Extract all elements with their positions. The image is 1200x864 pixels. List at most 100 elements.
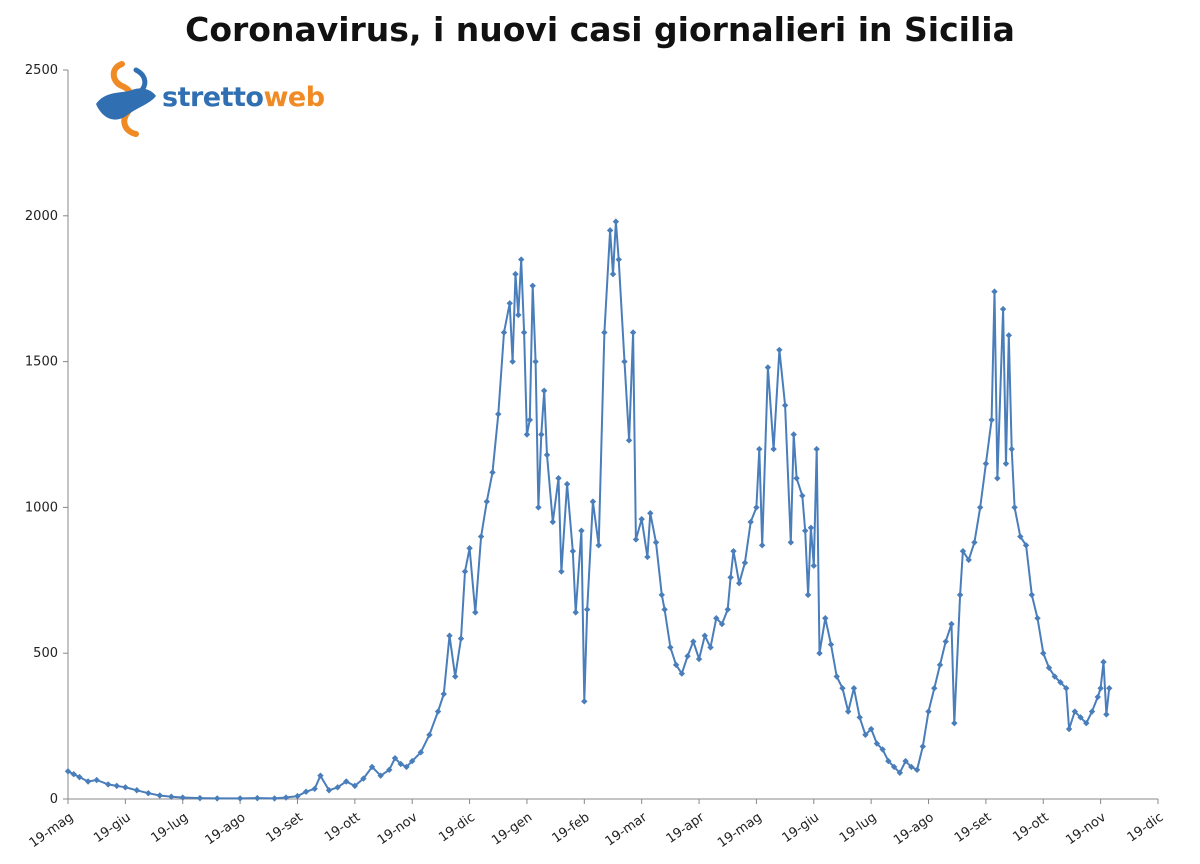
y-tick-label: 1000 xyxy=(25,500,58,515)
data-point xyxy=(113,782,120,790)
data-point xyxy=(971,539,978,546)
data-point xyxy=(555,475,562,482)
data-point xyxy=(867,725,875,733)
data-point xyxy=(730,547,737,555)
y-tick-label: 1500 xyxy=(25,355,58,370)
data-point xyxy=(466,545,473,552)
x-tick-label: 19-lug xyxy=(149,810,191,846)
data-point xyxy=(667,644,674,651)
data-point xyxy=(913,766,921,774)
data-point xyxy=(64,768,72,775)
data-point xyxy=(386,766,393,774)
y-tick-label: 500 xyxy=(33,646,58,661)
data-point xyxy=(452,673,459,680)
data-point xyxy=(845,708,852,715)
data-point xyxy=(609,270,617,278)
data-point xyxy=(1106,684,1113,692)
data-point xyxy=(629,329,637,336)
data-point xyxy=(747,518,754,526)
data-point xyxy=(403,763,410,771)
data-point xyxy=(827,641,835,648)
data-point xyxy=(325,787,333,794)
data-point xyxy=(509,358,516,365)
data-point xyxy=(822,615,829,622)
data-point xyxy=(606,227,614,234)
x-tick-label: 19-ott xyxy=(322,810,363,845)
data-point xyxy=(787,539,795,546)
data-point xyxy=(515,311,522,319)
logo-emblem-icon xyxy=(96,61,156,137)
data-point xyxy=(959,547,967,555)
x-tick-label: 19-mag xyxy=(715,810,765,851)
data-point xyxy=(1097,684,1104,692)
data-point xyxy=(543,451,551,459)
data-point xyxy=(500,329,508,336)
data-point xyxy=(942,638,949,645)
data-point xyxy=(1005,332,1013,339)
data-point xyxy=(813,445,820,453)
data-point xyxy=(84,778,92,785)
data-point xyxy=(807,524,815,532)
data-point xyxy=(790,431,797,438)
data-point xyxy=(368,763,376,771)
data-point xyxy=(919,743,926,750)
data-point xyxy=(535,504,542,511)
data-point xyxy=(612,218,620,225)
data-point xyxy=(472,609,479,616)
series-line xyxy=(67,220,1111,800)
data-point xyxy=(1088,708,1096,715)
data-point xyxy=(770,445,777,453)
x-tick-label: 19-giu xyxy=(91,810,133,846)
data-point xyxy=(523,431,531,438)
data-point xyxy=(1094,693,1101,701)
data-point xyxy=(801,527,809,534)
data-point xyxy=(1008,445,1015,453)
data-point xyxy=(1002,460,1010,467)
chart-title: Coronavirus, i nuovi casi giornalieri in… xyxy=(185,10,1015,49)
x-tick-label: 19-giu xyxy=(780,810,822,846)
data-point xyxy=(581,698,588,705)
data-point xyxy=(583,606,591,613)
data-point xyxy=(76,773,83,781)
x-tick-label: 19-mag xyxy=(27,810,77,851)
data-point xyxy=(1022,542,1030,549)
data-point xyxy=(589,498,597,505)
data-point xyxy=(549,518,556,526)
x-tick-label: 19-gen xyxy=(489,810,535,849)
data-point xyxy=(601,329,608,336)
x-tick-label: 19-apr xyxy=(664,810,708,847)
data-point xyxy=(1103,711,1110,718)
data-point xyxy=(873,740,881,747)
x-tick-label: 19-nov xyxy=(375,810,421,848)
data-point xyxy=(713,615,720,622)
data-point xyxy=(856,714,863,721)
data-point xyxy=(658,591,665,599)
data-point xyxy=(638,515,645,523)
data-point xyxy=(976,504,984,511)
data-point xyxy=(625,437,633,444)
data-point xyxy=(991,288,998,295)
data-point xyxy=(1011,504,1018,511)
data-point xyxy=(718,620,726,628)
data-point xyxy=(446,632,453,639)
data-point xyxy=(776,346,783,354)
data-point xyxy=(1077,714,1084,721)
x-tick-label: 19-set xyxy=(263,810,305,846)
data-point xyxy=(931,684,938,692)
data-point xyxy=(572,609,579,616)
data-point xyxy=(758,542,766,549)
data-point xyxy=(168,793,175,800)
data-point xyxy=(652,539,660,546)
data-point xyxy=(397,760,404,768)
data-point xyxy=(727,574,734,581)
x-tick-label: 19-dic xyxy=(1125,810,1167,845)
data-point xyxy=(661,606,668,613)
data-point xyxy=(890,763,898,771)
data-point xyxy=(477,533,485,540)
data-point xyxy=(724,606,731,613)
data-point xyxy=(156,792,163,799)
data-point xyxy=(213,795,221,802)
data-point xyxy=(672,661,680,669)
data-point xyxy=(879,746,886,753)
y-tick-label: 2500 xyxy=(25,63,58,78)
